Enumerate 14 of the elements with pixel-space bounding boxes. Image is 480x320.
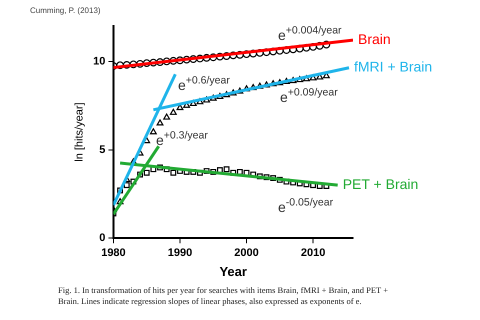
- series-label: PET + Brain: [342, 176, 418, 192]
- x-tick-label: 2000: [234, 246, 259, 259]
- y-tick-label: 10: [93, 55, 106, 68]
- caption: Fig. 1. In transformation of hits per year for searches with items Brain, fMRI + Brain, and PET + Brain. Lines indicate regression slopes of linear phases, also expressed as exponents of e.: [58, 285, 390, 307]
- series-label: fMRI + Brain: [354, 58, 432, 75]
- x-axis-title: Year: [219, 264, 247, 279]
- y-axis-title: ln [hits/year]: [74, 102, 86, 162]
- x-tick-label: 1980: [101, 246, 126, 259]
- y-tick-label: 0: [99, 232, 106, 244]
- y-tick-label: 5: [99, 144, 106, 156]
- x-tick-label: 2010: [300, 246, 326, 259]
- x-tick-label: 1990: [168, 246, 192, 259]
- series-label: Brain: [358, 31, 391, 48]
- text: Cumming, P. (2013): [30, 6, 101, 15]
